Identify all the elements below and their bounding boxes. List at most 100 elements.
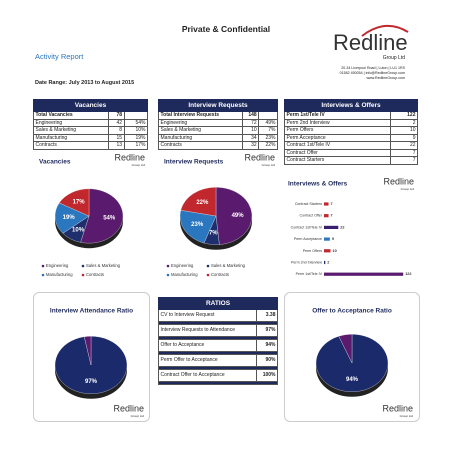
logo: Redline xyxy=(382,403,413,413)
legend-swatch xyxy=(206,273,210,277)
row: Perm Offers 10 xyxy=(284,126,419,135)
slice-label: 17% xyxy=(73,200,86,206)
row: Perm Offer to Acceptance 90% xyxy=(157,354,278,367)
address-line: www.RedlineGroup.com xyxy=(366,76,405,80)
cell: 42 xyxy=(107,118,125,127)
bar xyxy=(324,202,329,206)
row: Sales & Marketing 8 10% xyxy=(33,126,149,135)
slice-label: 49% xyxy=(232,213,245,219)
table-title: Interviews & Offers xyxy=(284,99,418,112)
row: Engineering 42 54% xyxy=(33,118,149,127)
address-line: 01582 450054 | info@RedlineGroup.com xyxy=(339,71,405,75)
offers-table: Interviews & Offers Perm 1st/Tele IV 122 Pe… xyxy=(284,99,419,165)
legend-label: Sales & Marketing xyxy=(86,263,121,268)
legend-swatch xyxy=(41,273,45,277)
bar-label: Contract Offer xyxy=(299,214,322,218)
bar xyxy=(324,272,404,276)
cell: Manufacturing xyxy=(33,133,109,142)
cell: Sales & Marketing xyxy=(33,126,109,135)
cell: 7% xyxy=(258,126,278,135)
legend-label: Contracts xyxy=(211,272,229,277)
report-title: Activity Report xyxy=(35,52,84,61)
bar xyxy=(324,260,326,265)
logo: Redline xyxy=(244,152,275,162)
cell: 3.38 xyxy=(256,309,278,322)
cell: 15 xyxy=(107,133,125,142)
cell: 34 xyxy=(241,133,260,142)
legend-swatch xyxy=(41,264,45,268)
cell: Perm Acceptance xyxy=(284,133,391,142)
cell: Contract Offer xyxy=(284,148,391,157)
bar-label: Perm 1st/Tele IV xyxy=(296,272,323,276)
cell: 10 xyxy=(389,126,419,135)
cell: 97% xyxy=(256,324,278,337)
row: Contracts 32 22% xyxy=(158,141,278,150)
legend-label: Sales & Marketing xyxy=(211,263,246,268)
bar-label: Contract Starters xyxy=(295,202,322,206)
address: 20-34 Liverpool Road | Luton | LU1 1RS 0… xyxy=(340,66,405,81)
table: Interview Requests Total Interview Reques… xyxy=(158,99,278,150)
bar xyxy=(324,237,330,241)
cell: Manufacturing xyxy=(158,133,243,142)
cell: 22% xyxy=(258,141,278,150)
chart-title: Vacancies xyxy=(39,159,71,166)
bar-value: 7 xyxy=(331,214,333,218)
logo: Redline xyxy=(333,30,408,55)
legend-label: Manufacturing xyxy=(171,272,198,277)
slice-label: 54% xyxy=(103,216,116,222)
cell: 10 xyxy=(241,126,260,135)
row: Engineering 72 49% xyxy=(158,118,278,127)
cell: Total Interview Requests xyxy=(158,111,243,120)
cell xyxy=(258,111,278,120)
legend-swatch xyxy=(81,264,85,268)
confidential: Private & Confidential xyxy=(181,24,271,34)
table-title: Vacancies xyxy=(33,99,148,112)
cell: 23% xyxy=(258,133,278,142)
cell: Interview Requests to Attendance xyxy=(157,324,258,337)
cell: 54% xyxy=(123,118,149,127)
header-row: Interviews & Offers xyxy=(284,99,418,112)
cell: Contracts xyxy=(158,141,243,150)
slice-label: 19% xyxy=(63,215,76,221)
table: Interviews & Offers Perm 1st/Tele IV 122 Pe… xyxy=(284,99,419,165)
logo-sub: Group Ltd xyxy=(132,163,146,167)
bar-value: 10 xyxy=(332,249,336,253)
date-range: Date Range: July 2013 to August 2015 xyxy=(35,80,135,86)
legend-swatch xyxy=(81,273,85,277)
cell: 17% xyxy=(123,141,149,150)
cell: 72 xyxy=(241,118,260,127)
cell: 100% xyxy=(256,369,278,382)
legend-label: Manufacturing xyxy=(46,272,73,277)
cell: Engineering xyxy=(158,118,243,127)
bar-label: Perm Offers xyxy=(303,249,323,253)
logo-sub: Group Ltd xyxy=(382,55,405,61)
cell: 10% xyxy=(123,126,149,135)
cell: 22 xyxy=(389,141,419,150)
row: Contract 1st/Tele IV 22 xyxy=(284,141,419,150)
bar-label: Perm 2nd Interview xyxy=(291,260,322,264)
bar xyxy=(324,225,339,229)
cell: Perm 1st/Tele IV xyxy=(284,111,391,120)
cell: 148 xyxy=(241,111,260,120)
row: Perm 2nd Interview 2 xyxy=(284,118,419,127)
cell: 90% xyxy=(256,354,278,367)
bar xyxy=(324,214,329,218)
chart-title: Interview Requests xyxy=(164,159,224,166)
pie-slice xyxy=(180,187,217,217)
logo-sub: Group Ltd xyxy=(262,163,276,167)
header-row: Interview Requests xyxy=(158,99,278,112)
bar-label: Perm Acceptance xyxy=(294,237,322,241)
row: Manufacturing 15 19% xyxy=(33,133,149,142)
bar-value: 2 xyxy=(327,261,329,265)
cell: Perm 2nd Interview xyxy=(284,118,391,127)
legend-swatch xyxy=(166,273,170,277)
cell: Contracts xyxy=(33,141,109,150)
pie-slice xyxy=(80,188,124,244)
slice-label: 7% xyxy=(209,231,218,237)
table-title: Interview Requests xyxy=(158,99,278,112)
row: Contract Starters 7 xyxy=(284,156,419,165)
header-row: RATIOS xyxy=(158,297,278,310)
pie-slice xyxy=(54,202,90,234)
cell: 2 xyxy=(389,118,419,127)
